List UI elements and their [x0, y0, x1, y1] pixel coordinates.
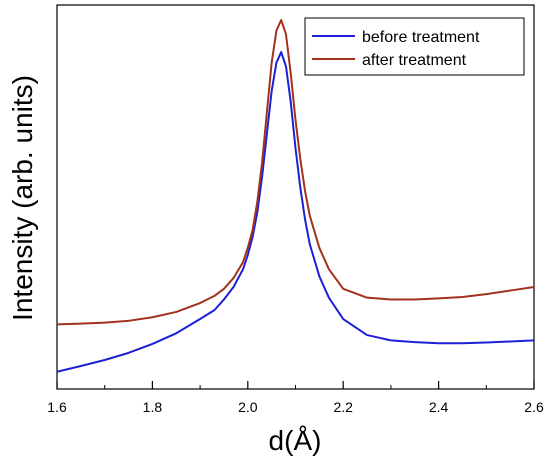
- series-line-after-treatment: [56, 19, 535, 326]
- series-line-before-treatment: [56, 51, 535, 373]
- legend-box: [304, 17, 525, 76]
- legend: before treatment after treatment: [304, 17, 525, 76]
- x-tick-label: 1.8: [143, 399, 163, 415]
- x-tick-label: 1.6: [47, 399, 67, 415]
- x-axis-ticks: 1.6 1.8 2.0 2.2 2.4 2.6: [47, 381, 544, 415]
- x-tick-label: 2.2: [333, 399, 353, 415]
- series-layer: [56, 19, 535, 373]
- x-tick-label: 2.0: [238, 399, 258, 415]
- legend-label-before: before treatment: [362, 29, 480, 46]
- y-axis-title: Intensity (arb. units): [7, 75, 38, 321]
- legend-label-after: after treatment: [362, 52, 467, 69]
- x-tick-label: 2.6: [524, 399, 544, 415]
- x-axis-title: d(Å): [269, 425, 322, 456]
- x-tick-label: 2.4: [429, 399, 449, 415]
